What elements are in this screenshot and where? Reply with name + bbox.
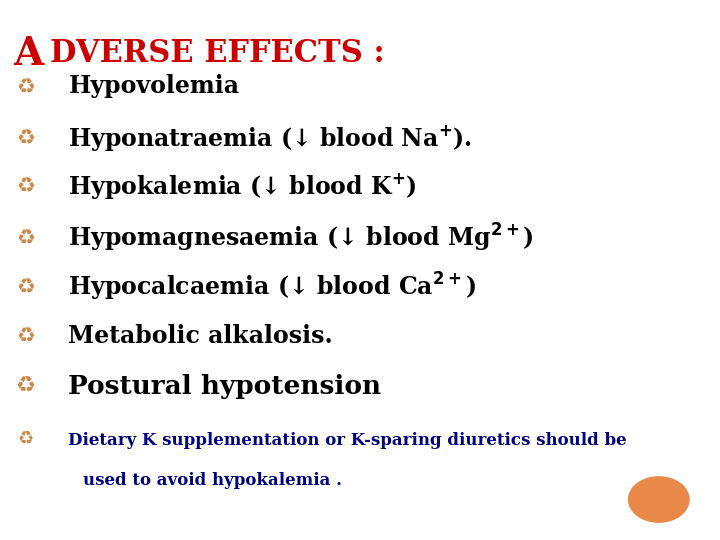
Text: Metabolic alkalosis.: Metabolic alkalosis. [68, 324, 333, 348]
Text: ♻: ♻ [16, 227, 35, 248]
Text: ♻: ♻ [17, 431, 33, 449]
Text: Hypovolemia: Hypovolemia [68, 75, 239, 98]
Text: Hypomagnesaemia (↓ blood Mg$^{\mathbf{2+}}$): Hypomagnesaemia (↓ blood Mg$^{\mathbf{2+… [68, 221, 534, 254]
Text: Dietary K supplementation or K-sparing diuretics should be: Dietary K supplementation or K-sparing d… [68, 431, 627, 449]
Text: Hypokalemia (↓ blood K$^{\mathbf{+}}$): Hypokalemia (↓ blood K$^{\mathbf{+}}$) [68, 171, 417, 201]
Text: A: A [13, 35, 43, 73]
Text: Hypocalcaemia (↓ blood Ca$^{\mathbf{2+}}$): Hypocalcaemia (↓ blood Ca$^{\mathbf{2+}}… [68, 271, 477, 303]
Text: ♻: ♻ [16, 76, 35, 97]
Text: Postural hypotension: Postural hypotension [68, 374, 382, 399]
Text: ♻: ♻ [16, 127, 35, 148]
Text: used to avoid hypokalemia .: used to avoid hypokalemia . [83, 472, 342, 489]
Text: ♻: ♻ [16, 176, 35, 197]
Text: ♻: ♻ [16, 277, 35, 298]
Circle shape [629, 477, 689, 522]
Text: Hyponatraemia (↓ blood Na$^{\mathbf{+}}$).: Hyponatraemia (↓ blood Na$^{\mathbf{+}}$… [68, 123, 472, 153]
Text: ♻: ♻ [15, 376, 35, 396]
Text: ♻: ♻ [16, 326, 35, 346]
Text: DVERSE EFFECTS :: DVERSE EFFECTS : [50, 38, 385, 69]
